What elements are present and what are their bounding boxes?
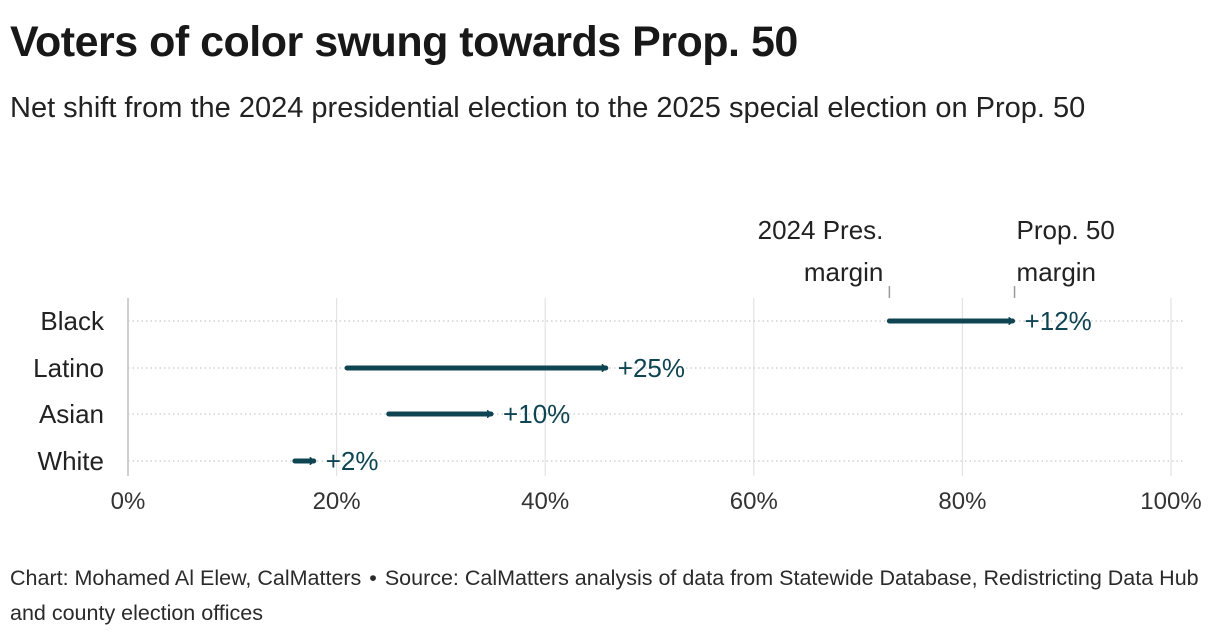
credit-text: Chart: Mohamed Al Elew, CalMatters — [10, 566, 362, 590]
x-tick-label: 20% — [313, 488, 361, 515]
start-margin-label: 2024 Pres. — [758, 215, 884, 245]
category-label: Latino — [33, 353, 104, 383]
category-labels: Black Latino Asian White — [33, 306, 105, 476]
x-tick-label: 40% — [521, 488, 569, 515]
start-margin-label: margin — [804, 257, 883, 287]
x-tick-label: 80% — [938, 488, 986, 515]
shift-arrows — [292, 317, 1016, 465]
shift-value-label: +25% — [618, 353, 685, 383]
margin-annotations: 2024 Pres. margin Prop. 50 margin — [758, 215, 1115, 298]
category-label: Black — [40, 306, 105, 336]
category-label: White — [38, 446, 104, 476]
end-margin-label: margin — [1017, 257, 1096, 287]
x-axis-tick-labels: 0% 20% 40% 60% 80% 100% — [111, 488, 1202, 515]
shift-value-label: +12% — [1025, 306, 1092, 336]
source-text: Source: CalMatters analysis of data from… — [10, 566, 1199, 625]
x-tick-label: 100% — [1140, 488, 1201, 515]
end-margin-label: Prop. 50 — [1017, 215, 1115, 245]
chart-footer: Chart: Mohamed Al Elew, CalMatters • Sou… — [10, 561, 1210, 631]
shift-value-labels: +12% +25% +10% +2% — [326, 306, 1092, 476]
category-label: Asian — [39, 399, 104, 429]
chart-title: Voters of color swung towards Prop. 50 — [10, 18, 798, 66]
arrow-chart: Black Latino Asian White 2024 Pres. margin Pr… — [33, 215, 1202, 515]
footer-separator: • — [369, 566, 377, 590]
chart-subtitle: Net shift from the 2024 presidential ele… — [10, 92, 1086, 124]
vertical-gridlines — [127, 298, 1172, 476]
x-tick-label: 0% — [111, 488, 146, 515]
row-dotted-lines — [128, 320, 1185, 462]
shift-value-label: +2% — [326, 446, 379, 476]
x-tick-label: 60% — [730, 488, 778, 515]
shift-value-label: +10% — [503, 399, 570, 429]
